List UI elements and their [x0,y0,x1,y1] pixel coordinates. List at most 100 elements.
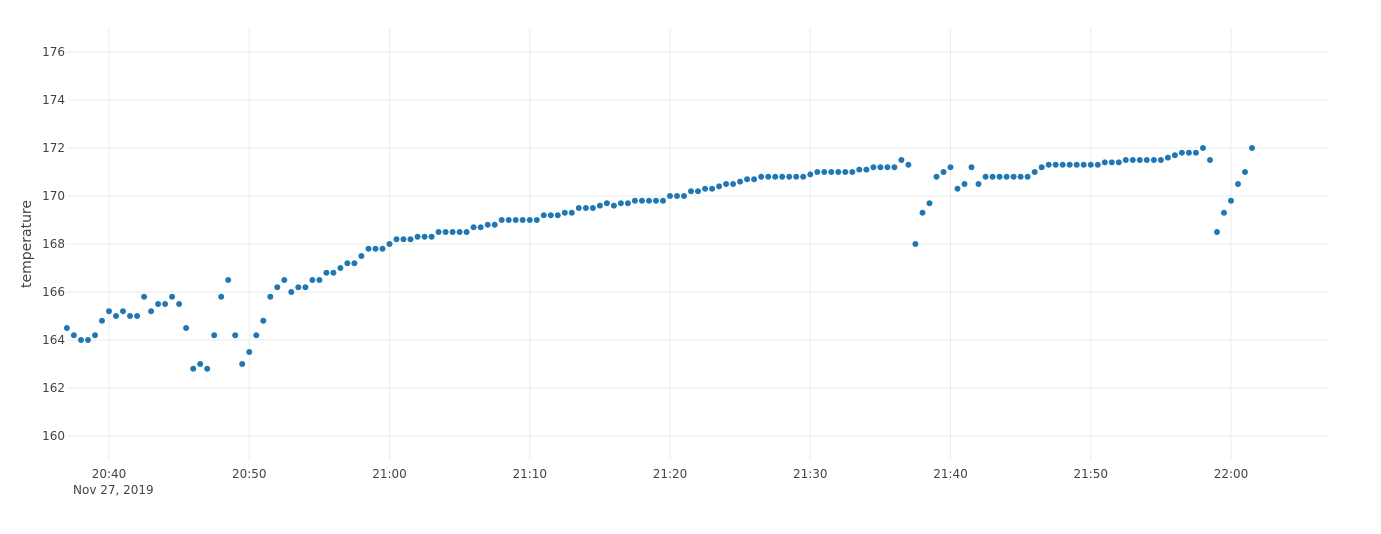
data-point [253,332,260,339]
data-point [891,164,898,171]
data-point [575,205,582,211]
data-point [568,209,575,216]
data-point [400,236,407,243]
data-point [1136,157,1143,163]
data-point [1052,161,1059,168]
data-point [589,205,596,211]
data-point [197,361,204,367]
data-point [421,233,428,240]
data-point [765,173,772,180]
data-point [162,301,169,307]
data-point [688,188,694,195]
data-point [533,217,540,223]
data-point [1087,161,1094,168]
data-point [372,245,379,252]
data-point [561,209,568,216]
y-tick-label: 176 [42,45,65,59]
y-tick-label: 162 [42,381,65,395]
data-point [435,229,442,235]
data-point [610,202,617,209]
data-point [940,169,947,175]
data-point [1038,164,1045,171]
data-point [337,265,344,271]
data-point [723,181,730,187]
data-point [716,183,723,190]
data-point [1073,161,1080,168]
data-points [63,145,1255,372]
data-point [358,253,365,259]
data-point [120,308,126,315]
data-point [989,173,996,180]
data-point [758,173,765,180]
data-point [1122,157,1129,163]
data-point [393,236,400,243]
data-point [92,332,98,339]
data-point [547,212,554,219]
data-point [660,197,666,204]
data-point [414,233,421,240]
data-point [519,217,526,223]
data-point [1045,161,1052,168]
data-point [316,277,323,283]
y-tick-label: 166 [42,285,65,299]
data-point [302,284,309,291]
data-point [1101,159,1108,166]
x-tick-label: 21:00 [372,467,407,481]
data-point [1235,181,1241,187]
data-point [330,269,337,276]
data-point [631,197,638,204]
y-tick-label: 170 [42,189,65,203]
x-date-label: Nov 27, 2019 [73,483,154,497]
data-point [463,229,470,235]
data-point [526,217,533,223]
data-point [821,169,828,175]
data-point [1228,197,1234,204]
data-point [113,313,119,319]
data-point [709,185,716,192]
data-point [1010,173,1017,180]
data-point [155,301,162,307]
data-point [1178,149,1185,156]
y-tick-label: 160 [42,429,65,443]
data-point [933,173,940,180]
data-point [863,166,870,173]
data-point [624,200,631,207]
data-point [211,332,218,339]
data-point [639,197,645,204]
data-point [898,157,905,163]
data-point [85,337,91,343]
y-tick-label: 164 [42,333,65,347]
data-point [961,181,968,187]
data-point [807,171,814,178]
data-point [554,212,561,219]
data-point [1066,161,1073,168]
grid-layer [67,28,1328,460]
data-point [905,161,912,168]
x-tick-label: 21:10 [512,467,547,481]
data-point [232,332,239,339]
data-point [1214,229,1220,235]
data-point [1185,149,1192,156]
x-tick-label: 21:40 [933,467,968,481]
data-point [295,284,302,291]
data-point [1094,161,1101,168]
data-point [1031,169,1038,175]
x-tick-label: 22:00 [1214,467,1249,481]
data-point [954,185,961,192]
data-point [176,301,183,307]
data-point [449,229,456,235]
data-point [870,164,877,171]
y-tick-labels: 160 162 164 166 168 170 172 174 176 [42,45,65,443]
data-point [1249,145,1255,151]
y-tick-label: 168 [42,237,65,251]
data-point [919,209,926,216]
data-point [407,236,414,243]
data-point [982,173,989,180]
data-point [786,173,793,180]
data-point [344,260,351,267]
data-point [456,229,463,235]
data-point [1080,161,1087,168]
data-point [1003,173,1010,180]
data-point [828,169,835,175]
